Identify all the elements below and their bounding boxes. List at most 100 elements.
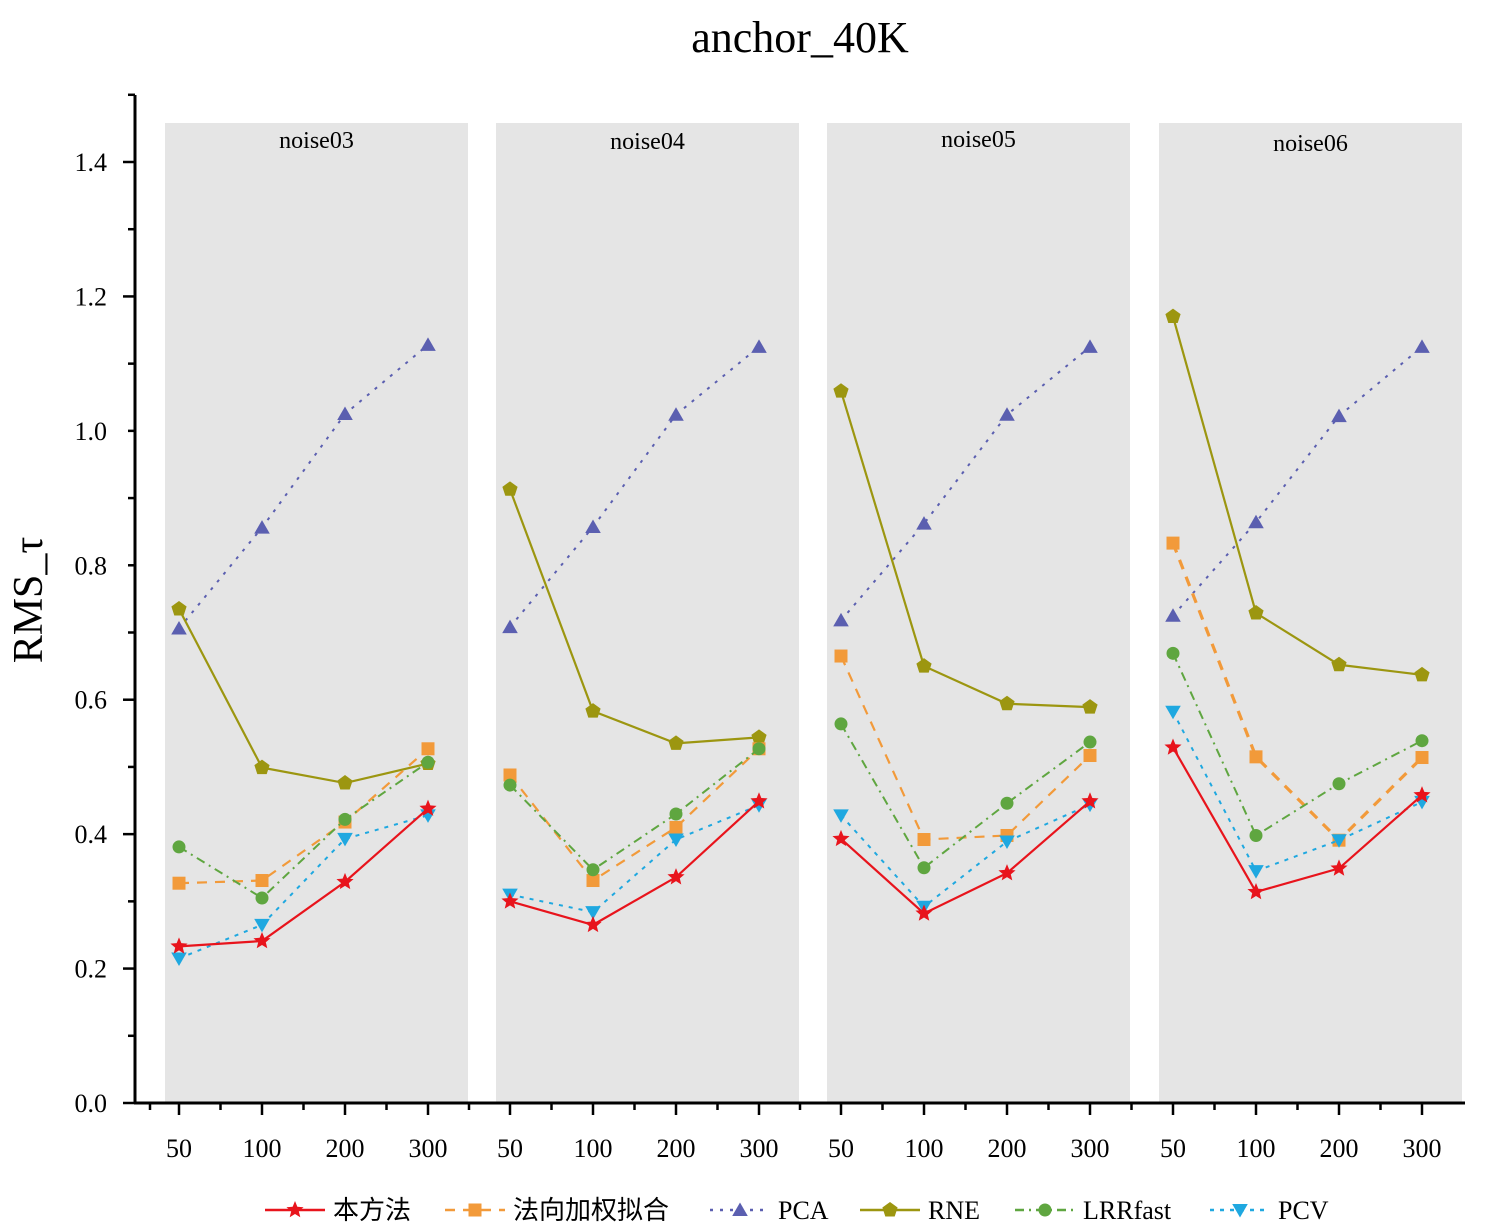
data-point-ours	[1330, 859, 1348, 876]
data-point-nwf	[255, 874, 269, 888]
legend-label-lrr: LRRfast	[1083, 1196, 1172, 1223]
data-point-ours	[832, 829, 850, 847]
x-tick-label: 50	[166, 1134, 192, 1163]
data-point-pcv	[999, 835, 1015, 850]
series-line-nwf	[509, 747, 760, 882]
data-point-ours	[1081, 792, 1099, 809]
x-tick-label: 300	[1071, 1134, 1110, 1163]
data-point-pca	[254, 520, 270, 534]
data-point-ours	[750, 792, 768, 809]
data-point-pca	[999, 407, 1015, 421]
data-point-rne	[999, 695, 1015, 711]
panel-label-noise06: noise06	[1273, 131, 1348, 157]
y-tick-label: 1.2	[75, 282, 108, 311]
axes-layer: 0.0 0.2 0.4 0.6 0.8 1.0 1.2 1.4 50 100 200 300 50 100…	[75, 93, 1465, 1163]
series-line-nwf	[178, 747, 429, 885]
data-point-pca	[420, 337, 436, 351]
data-point-rne	[585, 703, 601, 718]
data-point-rne	[502, 481, 518, 496]
data-point-nwf	[1415, 751, 1429, 765]
legend: 本方法 法向加权拟合 PCA RNE LRRfast PCV	[265, 1196, 1329, 1223]
panels-layer: noise03 noise04 noise05 noise06	[165, 123, 1462, 1103]
series-line-nwf	[1171, 542, 1424, 843]
data-point-ours	[336, 872, 354, 890]
data-point-rne	[1331, 656, 1347, 672]
data-point-pcv	[337, 832, 353, 847]
data-point-lrr	[917, 861, 931, 875]
x-tick-label: 200	[657, 1134, 696, 1163]
legend-marker-pca	[732, 1202, 748, 1216]
data-point-ours	[998, 864, 1016, 881]
data-point-ours	[1247, 882, 1265, 900]
y-axis-label: RMS_τ	[6, 537, 52, 664]
series-line-rne	[839, 390, 1091, 709]
series-line-ours	[840, 800, 1091, 915]
x-tick-label: 50	[497, 1134, 523, 1163]
legend-marker-lrr	[1038, 1203, 1052, 1217]
data-point-rne	[1082, 699, 1098, 714]
legend-label-ours: 本方法	[333, 1196, 411, 1223]
data-point-pca	[1331, 408, 1347, 423]
data-point-lrr	[669, 807, 683, 821]
data-point-lrr	[1000, 796, 1014, 810]
x-tick-label: 100	[1237, 1134, 1276, 1163]
series-line-rne	[508, 488, 760, 745]
legend-label-pca: PCA	[778, 1196, 829, 1223]
panel-label-noise04: noise04	[610, 129, 685, 155]
data-point-ours	[667, 868, 685, 885]
data-point-rne	[1165, 308, 1181, 324]
series-line-pcv	[509, 804, 760, 914]
data-point-ours	[915, 904, 933, 921]
data-point-nwf	[669, 820, 683, 834]
series-layer	[170, 308, 1431, 966]
data-point-pcv	[171, 952, 187, 966]
series-line-pcv	[1172, 711, 1423, 873]
data-point-pcv	[254, 918, 270, 933]
series-line-rne	[178, 608, 429, 785]
data-point-pcv	[585, 906, 601, 920]
data-point-lrr	[834, 717, 848, 731]
data-point-lrr	[255, 891, 269, 905]
data-point-rne	[916, 658, 932, 673]
data-point-lrr	[1249, 828, 1263, 842]
data-point-pcv	[1165, 705, 1181, 720]
series-line-ours	[509, 800, 760, 927]
data-point-ours	[584, 915, 602, 933]
data-point-pcv	[1331, 834, 1347, 848]
x-tick-label: 200	[1320, 1134, 1359, 1163]
legend-label-nwf: 法向加权拟合	[513, 1196, 669, 1223]
x-tick-label: 200	[988, 1134, 1027, 1163]
panel-background	[496, 123, 799, 1103]
legend-marker-pcv	[1232, 1204, 1248, 1218]
data-point-rne	[254, 759, 270, 775]
series-line-lrr	[509, 747, 760, 872]
data-point-pcv	[751, 799, 767, 813]
x-tick-label: 300	[740, 1134, 779, 1163]
data-point-pcv	[1248, 865, 1264, 879]
data-point-lrr	[1083, 735, 1097, 749]
data-point-pca	[1248, 514, 1264, 529]
panel-background	[1159, 123, 1462, 1103]
y-tick-label: 0.4	[75, 820, 108, 849]
series-line-pcv	[840, 803, 1091, 909]
series-line-pca	[178, 344, 429, 630]
data-point-pca	[1165, 608, 1181, 622]
data-point-lrr	[421, 755, 435, 769]
data-point-nwf	[421, 742, 435, 756]
data-point-nwf	[1166, 536, 1180, 550]
data-point-lrr	[172, 840, 186, 854]
data-point-rne	[171, 600, 187, 616]
data-point-rne	[833, 383, 849, 398]
y-tick-label: 0.2	[75, 955, 108, 984]
series-line-ours	[1172, 746, 1423, 894]
data-point-nwf	[1249, 750, 1263, 764]
legend-marker-nwf	[468, 1203, 482, 1217]
x-tick-label: 300	[409, 1134, 448, 1163]
series-line-lrr	[840, 723, 1091, 870]
series-line-pca	[1172, 346, 1423, 617]
data-point-pca	[337, 406, 353, 421]
data-point-pca	[1082, 339, 1098, 353]
data-point-ours	[170, 937, 188, 954]
legend-marker-rne	[882, 1202, 898, 1217]
